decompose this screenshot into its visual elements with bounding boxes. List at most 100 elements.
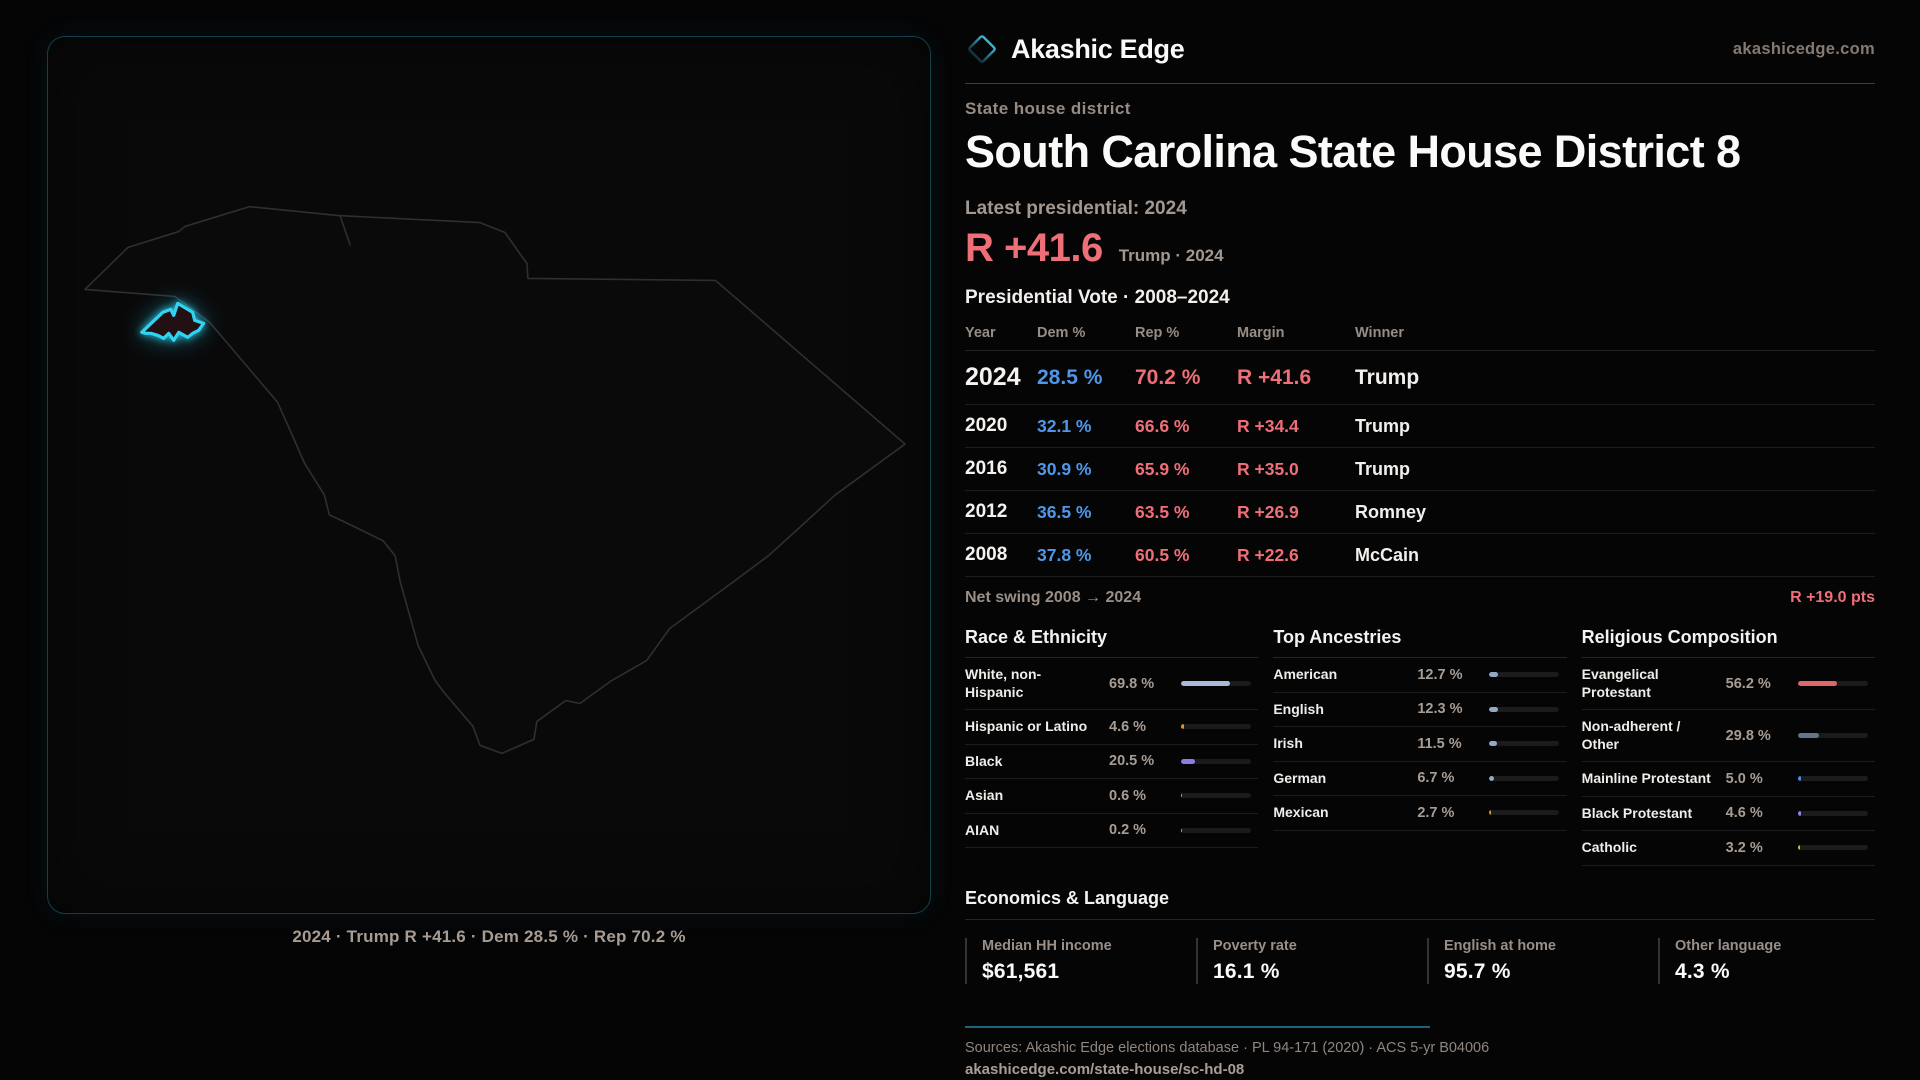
district-type-eyebrow: State house district: [965, 99, 1131, 118]
demo-label: AIAN: [965, 821, 1000, 838]
demo-row: Asian 0.6 %: [965, 779, 1259, 814]
demo-label: Catholic: [1581, 839, 1637, 855]
footer: Sources: Akashic Edge elections database…: [965, 1025, 1875, 1078]
demo-value: 4.6 %: [1109, 718, 1147, 735]
cell-dem: 28.5 %: [1037, 365, 1103, 389]
demo-bar-fill: [1181, 724, 1185, 730]
district-profile-panel: Akashic Edge akashicedge.com State house…: [965, 28, 1875, 1078]
demo-row: Hispanic or Latino 4.6 %: [965, 710, 1259, 745]
cell-year: 2016: [965, 458, 1008, 479]
section-title: Top Ancestries: [1273, 627, 1567, 658]
demo-value: 5.0 %: [1725, 770, 1763, 787]
vote-row-2008: 2008 37.8 % 60.5 % R +22.6 McCain: [965, 534, 1875, 577]
vote-row-2024: 2024 28.5 % 70.2 % R +41.6 Trump: [965, 351, 1875, 405]
demo-bar-track: [1181, 758, 1251, 764]
demo-row: Irish 11.5 %: [1273, 727, 1567, 762]
demo-row: Evangelical Protestant 56.2 %: [1581, 658, 1875, 710]
demo-bar-fill: [1489, 810, 1492, 816]
brand-diamond-icon: [968, 35, 996, 63]
demo-label: Mainline Protestant: [1581, 770, 1711, 786]
vote-row-2020: 2020 32.1 % 66.6 % R +34.4 Trump: [965, 405, 1875, 448]
demo-bar-track: [1489, 775, 1560, 781]
map-caption: 2024 · Trump R +41.6 · Dem 28.5 % · Rep …: [292, 927, 686, 946]
cell-rep: 66.6 %: [1135, 415, 1190, 436]
demo-label: Irish: [1273, 735, 1303, 751]
col-winner: Winner: [1355, 325, 1405, 341]
demo-bar-track: [1489, 672, 1560, 678]
cell-year: 2012: [965, 501, 1008, 522]
religious-composition-section: Religious Composition Evangelical Protes…: [1581, 627, 1875, 866]
demo-row: English 12.3 %: [1273, 693, 1567, 727]
demo-bar-fill: [1797, 776, 1802, 782]
vote-row-2012: 2012 36.5 % 63.5 % R +26.9 Romney: [965, 491, 1875, 534]
econ-stat-value: 16.1 %: [1213, 959, 1280, 983]
cell-rep: 60.5 %: [1135, 544, 1190, 565]
vote-table: Year Dem % Rep % Margin Winner 2024 28.5…: [965, 319, 1875, 577]
demo-label: American: [1273, 666, 1338, 682]
state-map: [84, 205, 906, 755]
econ-stat-label: Poverty rate: [1213, 937, 1297, 954]
econ-stat-value: $61,561: [982, 959, 1060, 983]
econ-stat-label: Other language: [1675, 937, 1782, 954]
brand: Akashic Edge: [965, 29, 1185, 69]
demo-bar-track: [1797, 733, 1868, 738]
demo-row: AIAN 0.2 %: [965, 814, 1259, 848]
state-outline: [84, 205, 906, 755]
demo-row: Non-adherent / Other 29.8 %: [1581, 710, 1875, 762]
site-link[interactable]: akashicedge.com: [1732, 39, 1875, 58]
col-dem: Dem %: [1037, 325, 1086, 341]
demo-value: 11.5 %: [1417, 735, 1462, 752]
col-rep: Rep %: [1135, 325, 1180, 341]
economics-grid: Median HH income $61,561 Poverty rate 16…: [965, 937, 1875, 984]
demo-bar-track: [1489, 706, 1560, 712]
demo-bar-track: [1181, 681, 1251, 686]
district-map-panel: [47, 36, 931, 914]
river-tick-line: [339, 216, 352, 246]
demo-value: 20.5 %: [1109, 753, 1155, 770]
econ-stat-median-income: Median HH income $61,561: [965, 937, 1182, 984]
demo-bar-track: [1181, 724, 1251, 730]
net-swing-label: Net swing 2008 → 2024: [965, 589, 1142, 606]
top-ancestries-section: Top Ancestries American 12.7 % English 1…: [1273, 627, 1567, 866]
econ-stat-other-language: Other language 4.3 %: [1658, 937, 1875, 984]
demo-value: 4.6 %: [1725, 805, 1763, 822]
demo-row: White, non-Hispanic 69.8 %: [965, 658, 1259, 710]
demo-value: 0.6 %: [1109, 787, 1147, 804]
cell-rep: 65.9 %: [1135, 458, 1190, 479]
cell-margin: R +26.9: [1237, 501, 1299, 522]
permalink[interactable]: akashicedge.com/state-house/sc-hd-08: [965, 1060, 1245, 1078]
demo-row: Black Protestant 4.6 %: [1581, 797, 1875, 831]
demo-value: 6.7 %: [1417, 770, 1455, 787]
cell-margin: R +22.6: [1237, 544, 1299, 565]
demo-bar-track: [1797, 810, 1868, 816]
econ-stat-label: English at home: [1444, 937, 1556, 954]
vote-table-title: Presidential Vote · 2008–2024: [965, 287, 1230, 308]
race-ethnicity-section: Race & Ethnicity White, non-Hispanic 69.…: [965, 627, 1259, 866]
demo-label: English: [1273, 700, 1324, 717]
net-swing-value: R +19.0 pts: [1790, 589, 1875, 606]
demo-label: Evangelical Protestant: [1581, 666, 1659, 700]
demo-value: 3.2 %: [1725, 839, 1763, 856]
economics-section-title: Economics & Language: [965, 888, 1875, 920]
vote-table-header: Year Dem % Rep % Margin Winner: [965, 319, 1875, 351]
demo-bar-fill: [1797, 681, 1837, 686]
demo-label: German: [1273, 769, 1327, 786]
demo-bar-track: [1489, 810, 1560, 816]
demo-bar-track: [1797, 845, 1868, 851]
cell-rep: 63.5 %: [1135, 501, 1190, 522]
demo-bar-track: [1489, 741, 1560, 747]
demo-value: 56.2 %: [1725, 675, 1771, 692]
header: Akashic Edge akashicedge.com: [965, 28, 1875, 70]
hero-margin: R +41.6 Trump · 2024: [965, 226, 1875, 271]
cell-winner: Trump: [1355, 458, 1411, 479]
demo-label: White, non-Hispanic: [965, 666, 1042, 700]
demo-bar-fill: [1489, 672, 1499, 678]
demo-row: Mainline Protestant 5.0 %: [1581, 762, 1875, 797]
section-title: Religious Composition: [1581, 627, 1875, 658]
section-title: Race & Ethnicity: [965, 627, 1259, 658]
demo-bar-fill: [1797, 810, 1801, 816]
demo-value: 12.7 %: [1417, 666, 1463, 683]
demo-value: 2.7 %: [1417, 804, 1455, 821]
demo-bar-fill: [1489, 741, 1498, 747]
